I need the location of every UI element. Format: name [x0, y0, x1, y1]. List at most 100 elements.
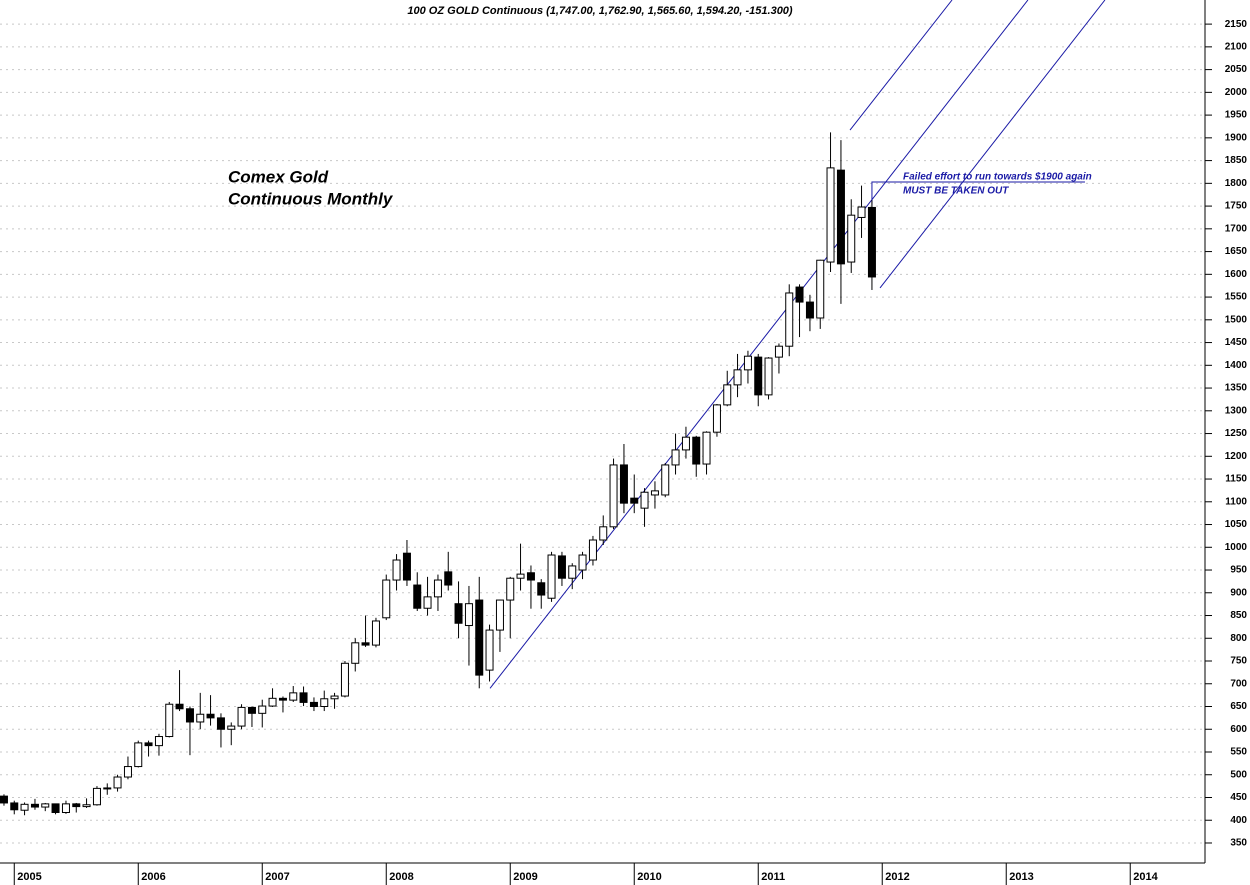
y-tick-label: 800	[1230, 633, 1247, 644]
note: Failed effort to run towards $1900 again	[903, 172, 1092, 183]
y-tick-label: 1400	[1225, 360, 1248, 371]
candle-body	[444, 571, 453, 586]
candle-body	[454, 603, 463, 624]
candle-body	[671, 449, 680, 466]
candle-body	[413, 584, 422, 609]
candle-body	[185, 708, 194, 723]
y-tick-label: 1300	[1225, 405, 1248, 416]
candle-body	[0, 795, 8, 804]
candle-body	[754, 356, 763, 396]
y-tick-label: 750	[1230, 656, 1247, 667]
candle-body	[836, 169, 845, 265]
candle-body	[227, 725, 236, 730]
note: MUST BE TAKEN OUT	[903, 186, 1009, 197]
candle-body	[289, 692, 298, 701]
candle-body	[857, 206, 866, 218]
candle-body	[733, 369, 742, 386]
candle-body	[743, 355, 752, 371]
candle-body	[764, 357, 773, 396]
candle-body	[278, 697, 287, 701]
candle-body	[785, 292, 794, 347]
y-tick-label: 1750	[1225, 201, 1248, 212]
y-tick-label: 1700	[1225, 223, 1248, 234]
y-tick-label: 1500	[1225, 314, 1248, 325]
candle-body	[774, 345, 783, 358]
candle-body	[61, 803, 70, 814]
candle-body	[361, 642, 370, 646]
x-tick-label: 2005	[17, 871, 41, 883]
y-tick-label: 1600	[1225, 269, 1248, 280]
x-tick-label: 2012	[885, 871, 909, 883]
candle-body	[123, 766, 132, 778]
candle-body	[805, 301, 814, 319]
y-tick-label: 600	[1230, 724, 1247, 735]
candle-body	[816, 259, 825, 319]
candle-body	[351, 642, 360, 664]
y-tick-label: 550	[1230, 747, 1247, 758]
x-tick-label: 2010	[637, 871, 661, 883]
x-tick-label: 2007	[265, 871, 289, 883]
trend-line	[871, 181, 1085, 206]
y-tick-label: 1000	[1225, 542, 1248, 553]
y-tick-label: 2150	[1225, 19, 1248, 30]
candle-body	[309, 701, 318, 708]
y-tick-label: 1800	[1225, 178, 1248, 189]
annotation: Comex Gold	[228, 167, 329, 186]
candle-body	[30, 803, 39, 808]
y-tick-label: 500	[1230, 769, 1247, 780]
candle-body	[506, 577, 515, 601]
candle-body	[640, 491, 649, 509]
x-tick-label: 2013	[1009, 871, 1033, 883]
candle-body	[433, 579, 442, 598]
candle-body	[82, 804, 91, 808]
candle-body	[568, 565, 577, 579]
y-tick-label: 350	[1230, 838, 1247, 849]
candle-body	[723, 384, 732, 406]
candle-body	[299, 692, 308, 703]
y-tick-label: 2050	[1225, 64, 1248, 75]
y-tick-label: 1900	[1225, 132, 1248, 143]
y-tick-label: 450	[1230, 792, 1247, 803]
candle-body	[547, 554, 556, 599]
candle-body	[20, 803, 29, 811]
candle-body	[72, 803, 81, 808]
trend-line	[849, 0, 953, 131]
candle-body	[196, 713, 205, 723]
trend-line	[879, 0, 1106, 289]
candle-body	[588, 539, 597, 561]
candle-body	[423, 596, 432, 609]
candles	[0, 132, 876, 816]
x-tick-label: 2008	[389, 871, 413, 883]
y-tick-label: 1950	[1225, 110, 1248, 121]
candle-body	[154, 736, 163, 747]
candle-body	[175, 703, 184, 710]
trend-line	[489, 0, 1029, 689]
y-tick-label: 1650	[1225, 246, 1248, 257]
candle-body	[41, 803, 50, 808]
candle-body	[867, 206, 876, 278]
y-tick-label: 1200	[1225, 451, 1248, 462]
candle-body	[165, 703, 174, 738]
candle-body	[113, 776, 122, 789]
candle-body	[516, 573, 525, 579]
y-tick-label: 1100	[1225, 496, 1247, 507]
x-tick-label: 2011	[761, 871, 785, 883]
candle-body	[10, 802, 19, 811]
x-tick-label: 2006	[141, 871, 165, 883]
candle-body	[475, 599, 484, 676]
candle-body	[51, 803, 60, 814]
annotation: Continuous Monthly	[228, 189, 394, 208]
candle-body	[144, 742, 153, 747]
candle-body	[237, 706, 246, 727]
candle-body	[599, 526, 608, 541]
candle-body	[847, 214, 856, 263]
candle-body	[464, 603, 473, 627]
candle-body	[340, 662, 349, 697]
x-tick-label: 2014	[1133, 871, 1158, 883]
trend-lines	[489, 0, 1106, 689]
chart-title: 100 OZ GOLD Continuous (1,747.00, 1,762.…	[407, 5, 793, 17]
candle-body	[578, 554, 587, 571]
candle-body	[371, 620, 380, 646]
candle-body	[712, 404, 721, 433]
